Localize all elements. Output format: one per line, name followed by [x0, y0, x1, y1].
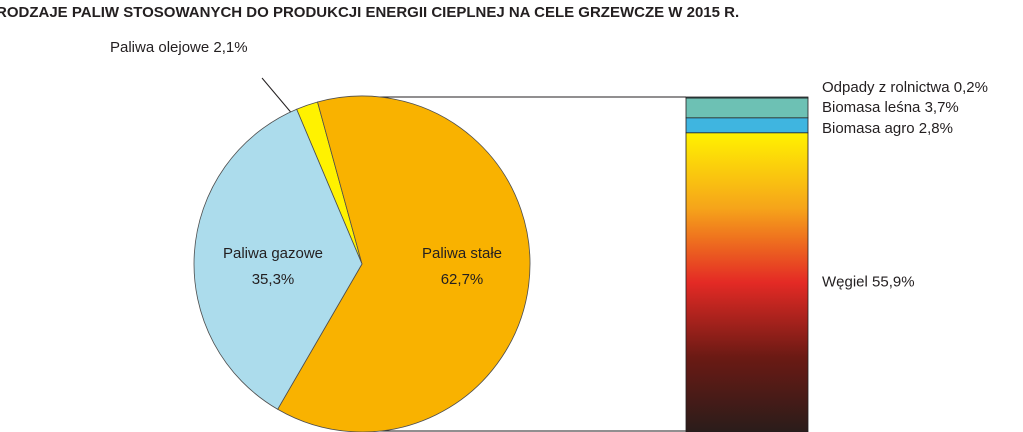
- slice-value: 62,7%: [441, 271, 484, 288]
- pie-slice: [193, 108, 363, 410]
- segment-label-name: Biomasa agro: [822, 120, 915, 137]
- slice-label-name: Paliwa olejowe: [110, 39, 209, 56]
- segment-value: 2,8%: [919, 120, 953, 137]
- slice-label: Paliwa gazowe: [223, 245, 323, 262]
- segment-value: 3,7%: [925, 99, 959, 116]
- segment-value: 0,2%: [954, 79, 988, 96]
- segment-label: Biomasa agro 2,8%: [822, 120, 953, 137]
- slice-label: Paliwa stałe: [422, 245, 502, 262]
- bar-segment: [685, 132, 809, 432]
- segment-label-name: Biomasa leśna: [822, 99, 921, 116]
- segment-label-name: Węgiel: [822, 273, 868, 290]
- bar-segment: [685, 117, 809, 134]
- segment-label: Odpady z rolnictwa 0,2%: [822, 79, 988, 96]
- chart-title: RODZAJE PALIW STOSOWANYCH DO PRODUKCJI E…: [0, 4, 739, 21]
- segment-label: Węgiel 55,9%: [822, 273, 915, 290]
- segment-label-name: Odpady z rolnictwa: [822, 79, 950, 96]
- bar-segment: [685, 97, 809, 119]
- segment-label: Biomasa leśna 3,7%: [822, 99, 959, 116]
- leader-line: [261, 77, 295, 117]
- slice-label: Paliwa olejowe 2,1%: [110, 39, 248, 56]
- slice-value: 2,1%: [213, 39, 247, 56]
- segment-value: 55,9%: [872, 273, 915, 290]
- slice-value: 35,3%: [252, 271, 295, 288]
